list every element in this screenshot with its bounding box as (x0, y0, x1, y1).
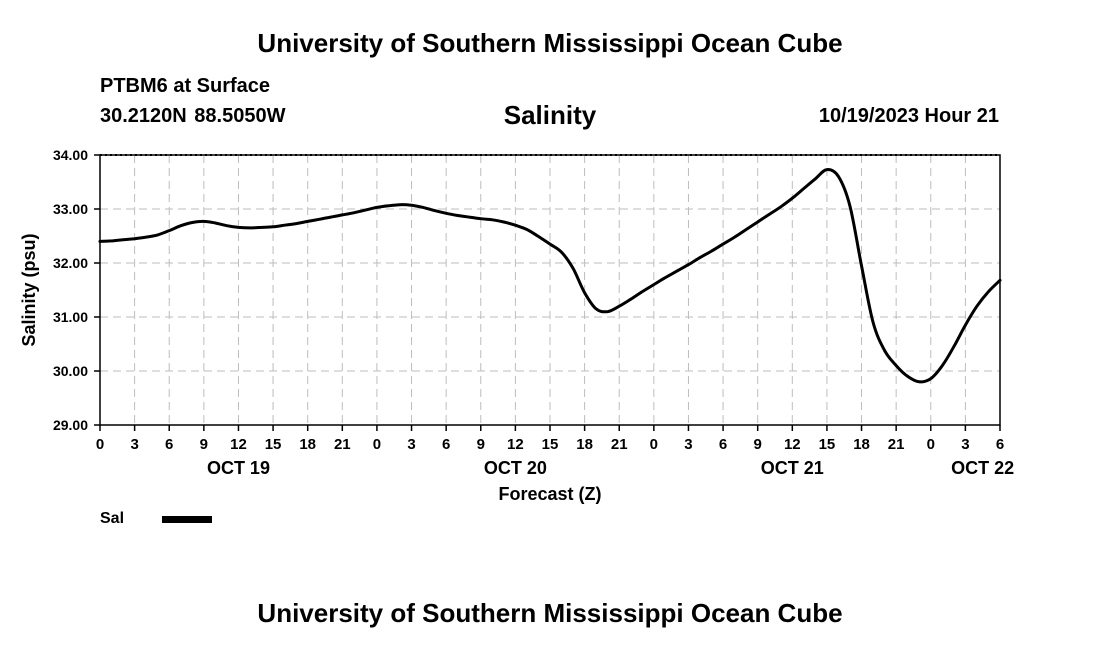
x-tick-label: 6 (442, 436, 450, 453)
chart-title: Salinity (503, 100, 597, 130)
date-label: OCT 21 (761, 458, 824, 478)
date-label: OCT 22 (951, 458, 1014, 478)
x-tick-label: 6 (719, 436, 727, 453)
y-tick-label: 31.00 (53, 309, 88, 325)
x-tick-label: 18 (576, 436, 593, 453)
x-tick-label: 18 (853, 436, 870, 453)
x-axis-label: Forecast (Z) (498, 484, 601, 504)
legend-line-swatch (162, 516, 212, 523)
station-coordinates: 30.2120N 88.5050W (100, 105, 286, 127)
x-tick-label: 9 (477, 436, 485, 453)
x-tick-label: 9 (200, 436, 208, 453)
x-tick-label: 15 (819, 436, 836, 453)
x-tick-label: 6 (996, 436, 1004, 453)
x-tick-label: 21 (611, 436, 628, 453)
run-timestamp: 10/19/2023 Hour 21 (818, 105, 999, 127)
legend-label: Sal (100, 510, 125, 527)
x-tick-label: 15 (265, 436, 282, 453)
y-tick-label: 32.00 (53, 255, 88, 271)
main-title: University of Southern Mississippi Ocean… (257, 28, 843, 58)
x-tick-label: 21 (888, 436, 905, 453)
x-tick-label: 0 (373, 436, 381, 453)
x-tick-label: 12 (507, 436, 524, 453)
y-tick-label: 30.00 (53, 363, 88, 379)
x-tick-label: 0 (927, 436, 935, 453)
x-tick-label: 3 (961, 436, 969, 453)
x-tick-label: 0 (650, 436, 658, 453)
x-tick-label: 9 (754, 436, 762, 453)
axis-ticks (94, 154, 1001, 431)
footer-title: University of Southern Mississippi Ocean… (257, 598, 843, 628)
date-label: OCT 19 (207, 458, 270, 478)
x-tick-label: 0 (96, 436, 104, 453)
y-tick-label: 33.00 (53, 201, 88, 217)
x-tick-label: 12 (230, 436, 247, 453)
x-tick-label: 3 (130, 436, 138, 453)
y-tick-label: 29.00 (53, 417, 88, 433)
y-axis-label: Salinity (psu) (19, 233, 39, 346)
salinity-series-line (98, 168, 1002, 384)
x-tick-label: 3 (407, 436, 415, 453)
x-tick-label: 3 (684, 436, 692, 453)
x-tick-label: 12 (784, 436, 801, 453)
y-tick-label: 34.00 (53, 147, 88, 163)
x-tick-label: 21 (334, 436, 351, 453)
station-name: PTBM6 at Surface (100, 75, 271, 97)
x-tick-label: 6 (165, 436, 173, 453)
axis-labels: 0 3 6 9 12 15 18 21 0 3 6 9 12 15 18 21 0 3 6 9 12 15 18 21 0 3 6 2… (53, 147, 1014, 478)
x-tick-label: 15 (542, 436, 559, 453)
date-label: OCT 20 (484, 458, 547, 478)
x-tick-label: 18 (299, 436, 316, 453)
